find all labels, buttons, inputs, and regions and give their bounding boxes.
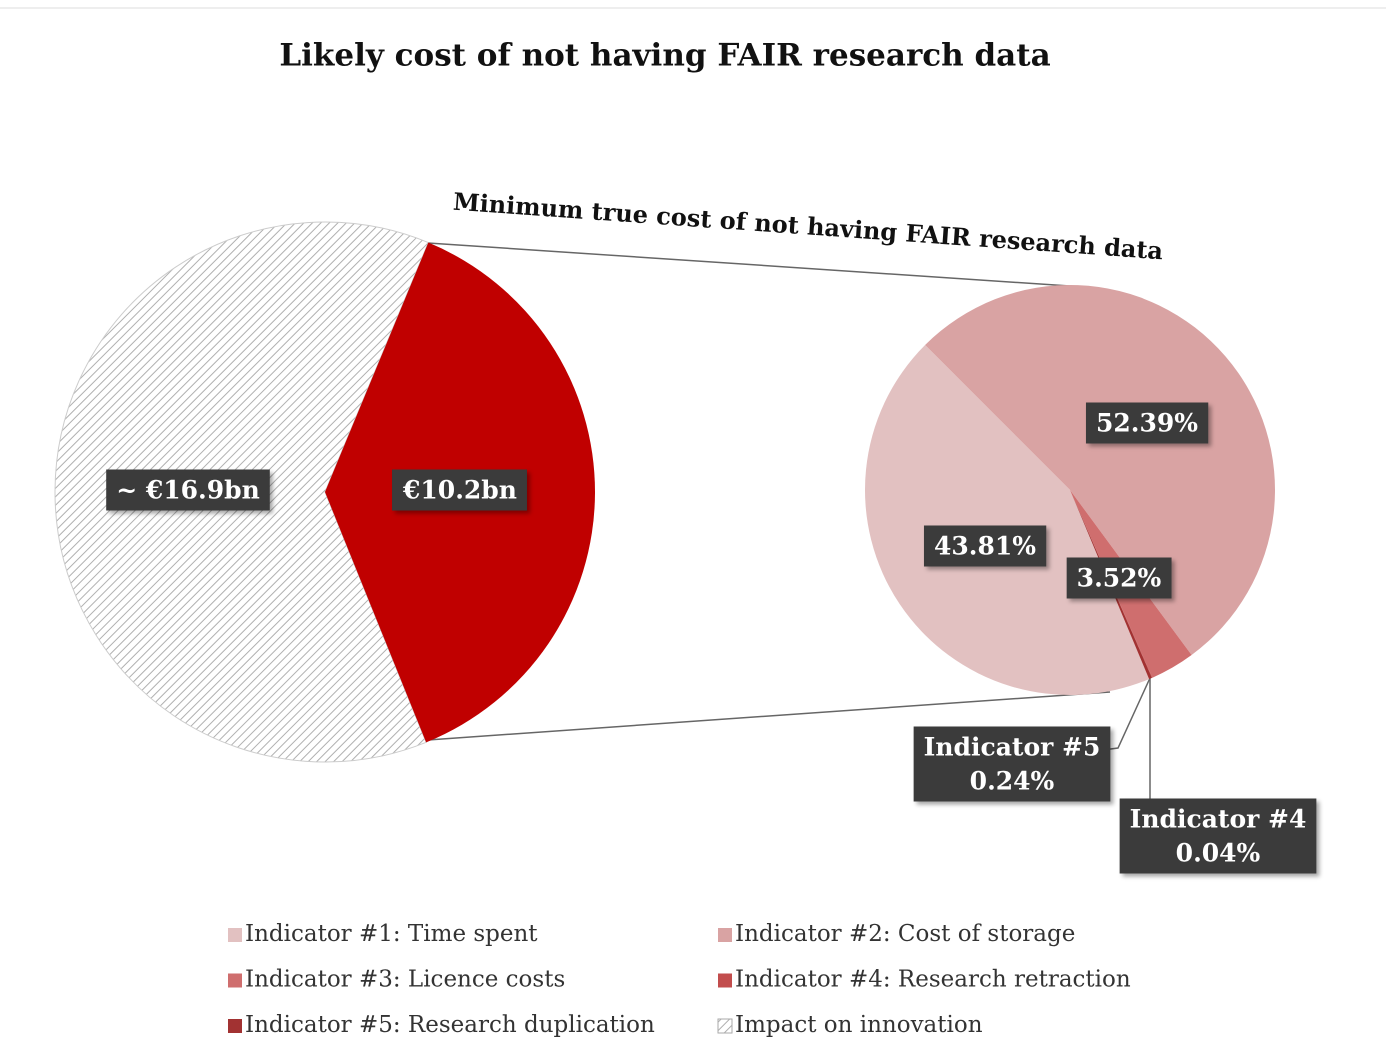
data-label: 43.81% bbox=[923, 525, 1047, 567]
data-label: Indicator #5 0.24% bbox=[913, 726, 1111, 802]
legend-swatch bbox=[228, 1019, 242, 1033]
legend-swatch bbox=[228, 973, 242, 988]
data-label-box bbox=[106, 469, 270, 511]
data-label-value: 52.39% bbox=[1096, 409, 1198, 438]
legend-label: Indicator #4: Research retraction bbox=[735, 967, 1131, 993]
chart-title: Likely cost of not having FAIR research … bbox=[279, 38, 1050, 74]
data-label-value: ~ €16.9bn bbox=[116, 476, 260, 505]
legend-swatch bbox=[228, 928, 242, 942]
data-label: 52.39% bbox=[1085, 402, 1209, 444]
data-label: 3.52% bbox=[1066, 557, 1172, 599]
data-label-value: 43.81% bbox=[934, 532, 1036, 561]
data-label-box bbox=[1066, 557, 1172, 599]
legend-swatch bbox=[717, 1018, 733, 1034]
legend-label: Indicator #5: Research duplication bbox=[245, 1012, 655, 1038]
data-label-value: 0.24% bbox=[970, 767, 1055, 796]
legend-swatch bbox=[718, 973, 732, 988]
legend-label: Indicator #3: Licence costs bbox=[245, 967, 565, 993]
connector bbox=[427, 691, 1111, 741]
legend-label: Indicator #2: Cost of storage bbox=[735, 921, 1075, 947]
data-label-name: Indicator #5 bbox=[924, 733, 1101, 762]
data-label-box bbox=[913, 726, 1111, 802]
legend-label: Impact on innovation bbox=[735, 1012, 983, 1038]
data-label-value: 0.04% bbox=[1176, 839, 1261, 868]
data-label-name: Indicator #4 bbox=[1130, 805, 1307, 834]
data-label-box bbox=[392, 469, 527, 511]
data-label: ~ €16.9bn bbox=[106, 469, 270, 511]
data-label-box bbox=[1119, 798, 1317, 874]
legend-label: Indicator #1: Time spent bbox=[245, 921, 538, 947]
pie-slice bbox=[864, 345, 1150, 695]
data-label: €10.2bn bbox=[392, 469, 527, 511]
legend-swatch bbox=[718, 928, 732, 942]
pie-slice bbox=[925, 285, 1275, 656]
data-label-value: €10.2bn bbox=[402, 476, 517, 505]
connector bbox=[427, 242, 1086, 288]
data-label-box bbox=[1085, 402, 1209, 444]
data-label-value: 3.52% bbox=[1077, 564, 1162, 593]
data-label: Indicator #4 0.04% bbox=[1119, 798, 1317, 874]
data-label-box bbox=[923, 525, 1047, 567]
